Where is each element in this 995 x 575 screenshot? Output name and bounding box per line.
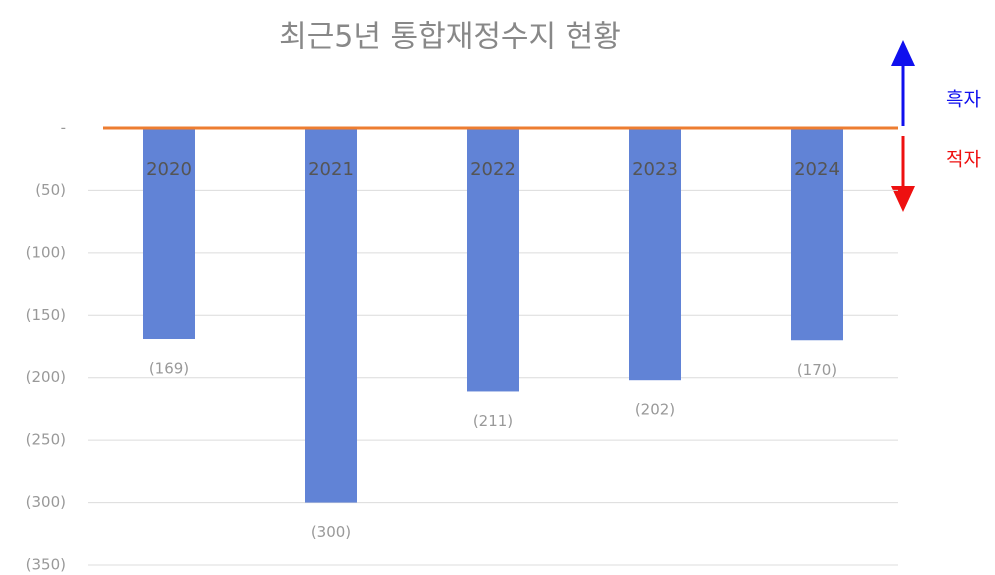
bar [305,128,357,503]
y-tick-label: (50) [35,181,66,199]
y-tick-label: (100) [26,243,66,261]
category-label: 2022 [470,159,516,180]
value-label: (170) [797,361,837,379]
y-tick-label: (200) [26,368,66,386]
y-tick-label: - [61,119,66,137]
y-tick-label: (350) [26,556,66,574]
surplus-arrow-head [891,40,915,66]
value-label: (202) [635,401,675,419]
category-label: 2020 [146,159,192,180]
y-tick-label: (300) [26,493,66,511]
value-label: (300) [311,523,351,541]
bar [791,128,843,341]
bar [467,128,519,392]
y-tick-label: (150) [26,306,66,324]
surplus-label: 흑자 [946,89,981,111]
category-label: 2021 [308,159,354,180]
deficit-label: 적자 [946,149,981,171]
value-label: (169) [149,360,189,378]
category-label: 2024 [794,159,840,180]
bar [143,128,195,340]
y-tick-label: (250) [26,431,66,449]
value-label: (211) [473,412,513,430]
chart-title: 최근5년 통합재정수지 현황 [279,20,621,55]
category-label: 2023 [632,159,678,180]
deficit-arrow-head [891,186,915,212]
bar [629,128,681,381]
